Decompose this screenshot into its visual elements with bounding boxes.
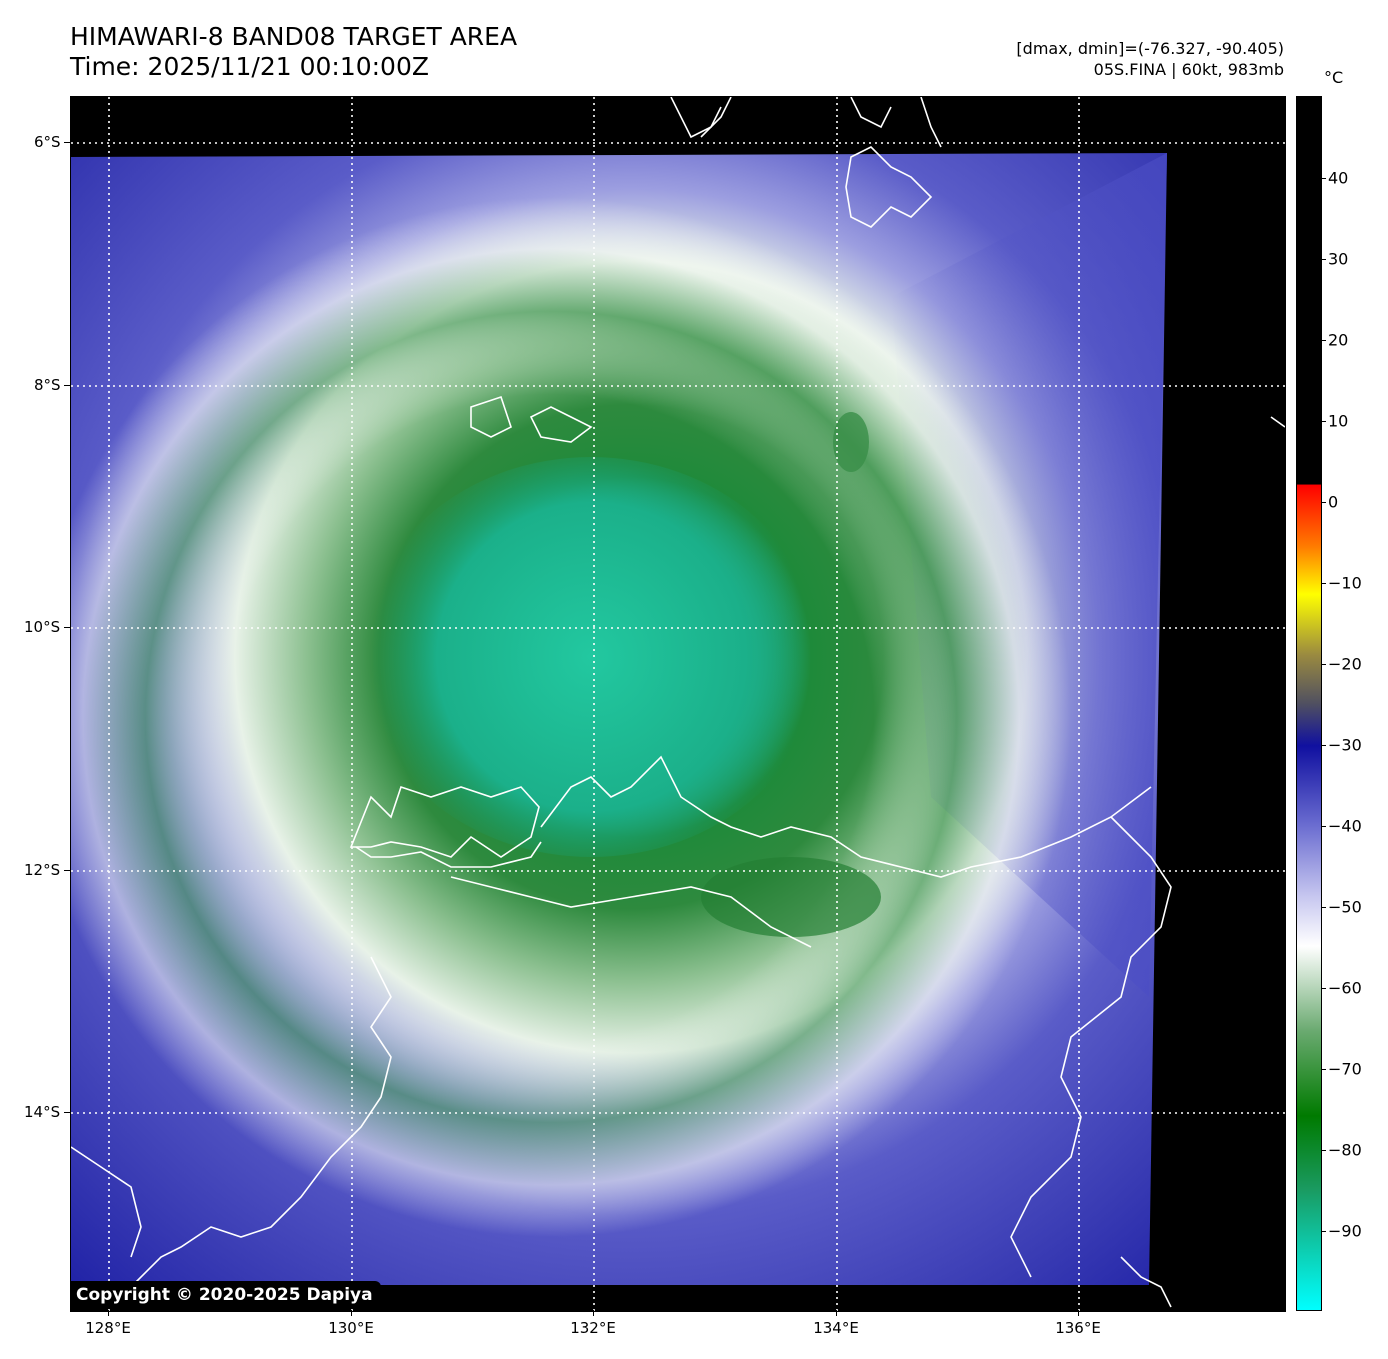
colorbar-tick-mark (1321, 664, 1326, 665)
colorbar-gradient (1297, 97, 1321, 1310)
island-convection (833, 412, 869, 472)
colorbar-tick-label: −70 (1328, 1059, 1362, 1079)
colorbar-tick-label: −10 (1328, 573, 1362, 593)
lon-tick-label: 134°E (813, 1319, 859, 1337)
lat-tick-label: 12°S (24, 861, 61, 879)
colorbar-tick-label: −50 (1328, 897, 1362, 917)
lat-tick-label: 6°S (34, 133, 61, 151)
colorbar (1296, 96, 1322, 1311)
colorbar-tick-label: −20 (1328, 654, 1362, 674)
lon-tick-mark (108, 1310, 109, 1316)
colorbar-tick-label: 20 (1328, 330, 1349, 350)
colorbar-tick-label: 40 (1328, 168, 1349, 188)
lon-tick-label: 136°E (1055, 1319, 1101, 1337)
satellite-image (71, 97, 1285, 1311)
lon-tick-label: 128°E (85, 1319, 131, 1337)
dmax-dmin-label: [dmax, dmin]=(-76.327, -90.405) (1016, 39, 1284, 58)
colorbar-tick-mark (1321, 745, 1326, 746)
colorbar-tick-mark (1321, 259, 1326, 260)
colorbar-tick-label: −30 (1328, 735, 1362, 755)
lon-tick-label: 130°E (328, 1319, 374, 1337)
lat-tick-mark (64, 1112, 70, 1113)
colorbar-tick-mark (1321, 1150, 1326, 1151)
cold-cloud-core (361, 457, 821, 857)
lat-tick-mark (64, 870, 70, 871)
colorbar-tick-label: −60 (1328, 978, 1362, 998)
colorbar-tick-mark (1321, 1069, 1326, 1070)
lat-tick-label: 8°S (34, 376, 61, 394)
lat-tick-mark (64, 142, 70, 143)
graticule (71, 97, 1285, 1311)
title-line-2: Time: 2025/11/21 00:10:00Z (70, 52, 429, 81)
lon-tick-mark (351, 1310, 352, 1316)
colorbar-unit: °C (1324, 68, 1344, 87)
colorbar-tick-label: 10 (1328, 411, 1349, 431)
copyright-label: Copyright © 2020-2025 Dapiya (70, 1281, 381, 1309)
lat-tick-mark (64, 385, 70, 386)
colorbar-tick-mark (1321, 421, 1326, 422)
colorbar-tick-mark (1321, 988, 1326, 989)
chart-title: HIMAWARI-8 BAND08 TARGET AREA Time: 2025… (70, 22, 517, 82)
lat-tick-label: 14°S (24, 1103, 61, 1121)
colorbar-tick-mark (1321, 178, 1326, 179)
colorbar-tick-label: −90 (1328, 1221, 1362, 1241)
colorbar-tick-mark (1321, 826, 1326, 827)
info-block: [dmax, dmin]=(-76.327, -90.405) 05S.FINA… (1016, 38, 1284, 80)
colorbar-tick-mark (1321, 502, 1326, 503)
lat-tick-mark (64, 627, 70, 628)
coastlines (71, 97, 1285, 1308)
lon-tick-mark (836, 1310, 837, 1316)
colorbar-tick-label: 30 (1328, 249, 1349, 269)
colorbar-tick-mark (1321, 583, 1326, 584)
colorbar-tick-label: −80 (1328, 1140, 1362, 1160)
lon-tick-mark (1078, 1310, 1079, 1316)
colorbar-tick-mark (1321, 340, 1326, 341)
lon-tick-label: 132°E (570, 1319, 616, 1337)
colorbar-tick-mark (1321, 907, 1326, 908)
storm-label: 05S.FINA | 60kt, 983mb (1093, 60, 1284, 79)
colorbar-tick-label: 0 (1328, 492, 1339, 512)
title-line-1: HIMAWARI-8 BAND08 TARGET AREA (70, 22, 518, 51)
southern-convection (701, 857, 881, 937)
satellite-map (70, 96, 1286, 1312)
colorbar-tick-label: −40 (1328, 816, 1362, 836)
colorbar-tick-mark (1321, 1231, 1326, 1232)
lon-tick-mark (593, 1310, 594, 1316)
lat-tick-label: 10°S (24, 618, 61, 636)
